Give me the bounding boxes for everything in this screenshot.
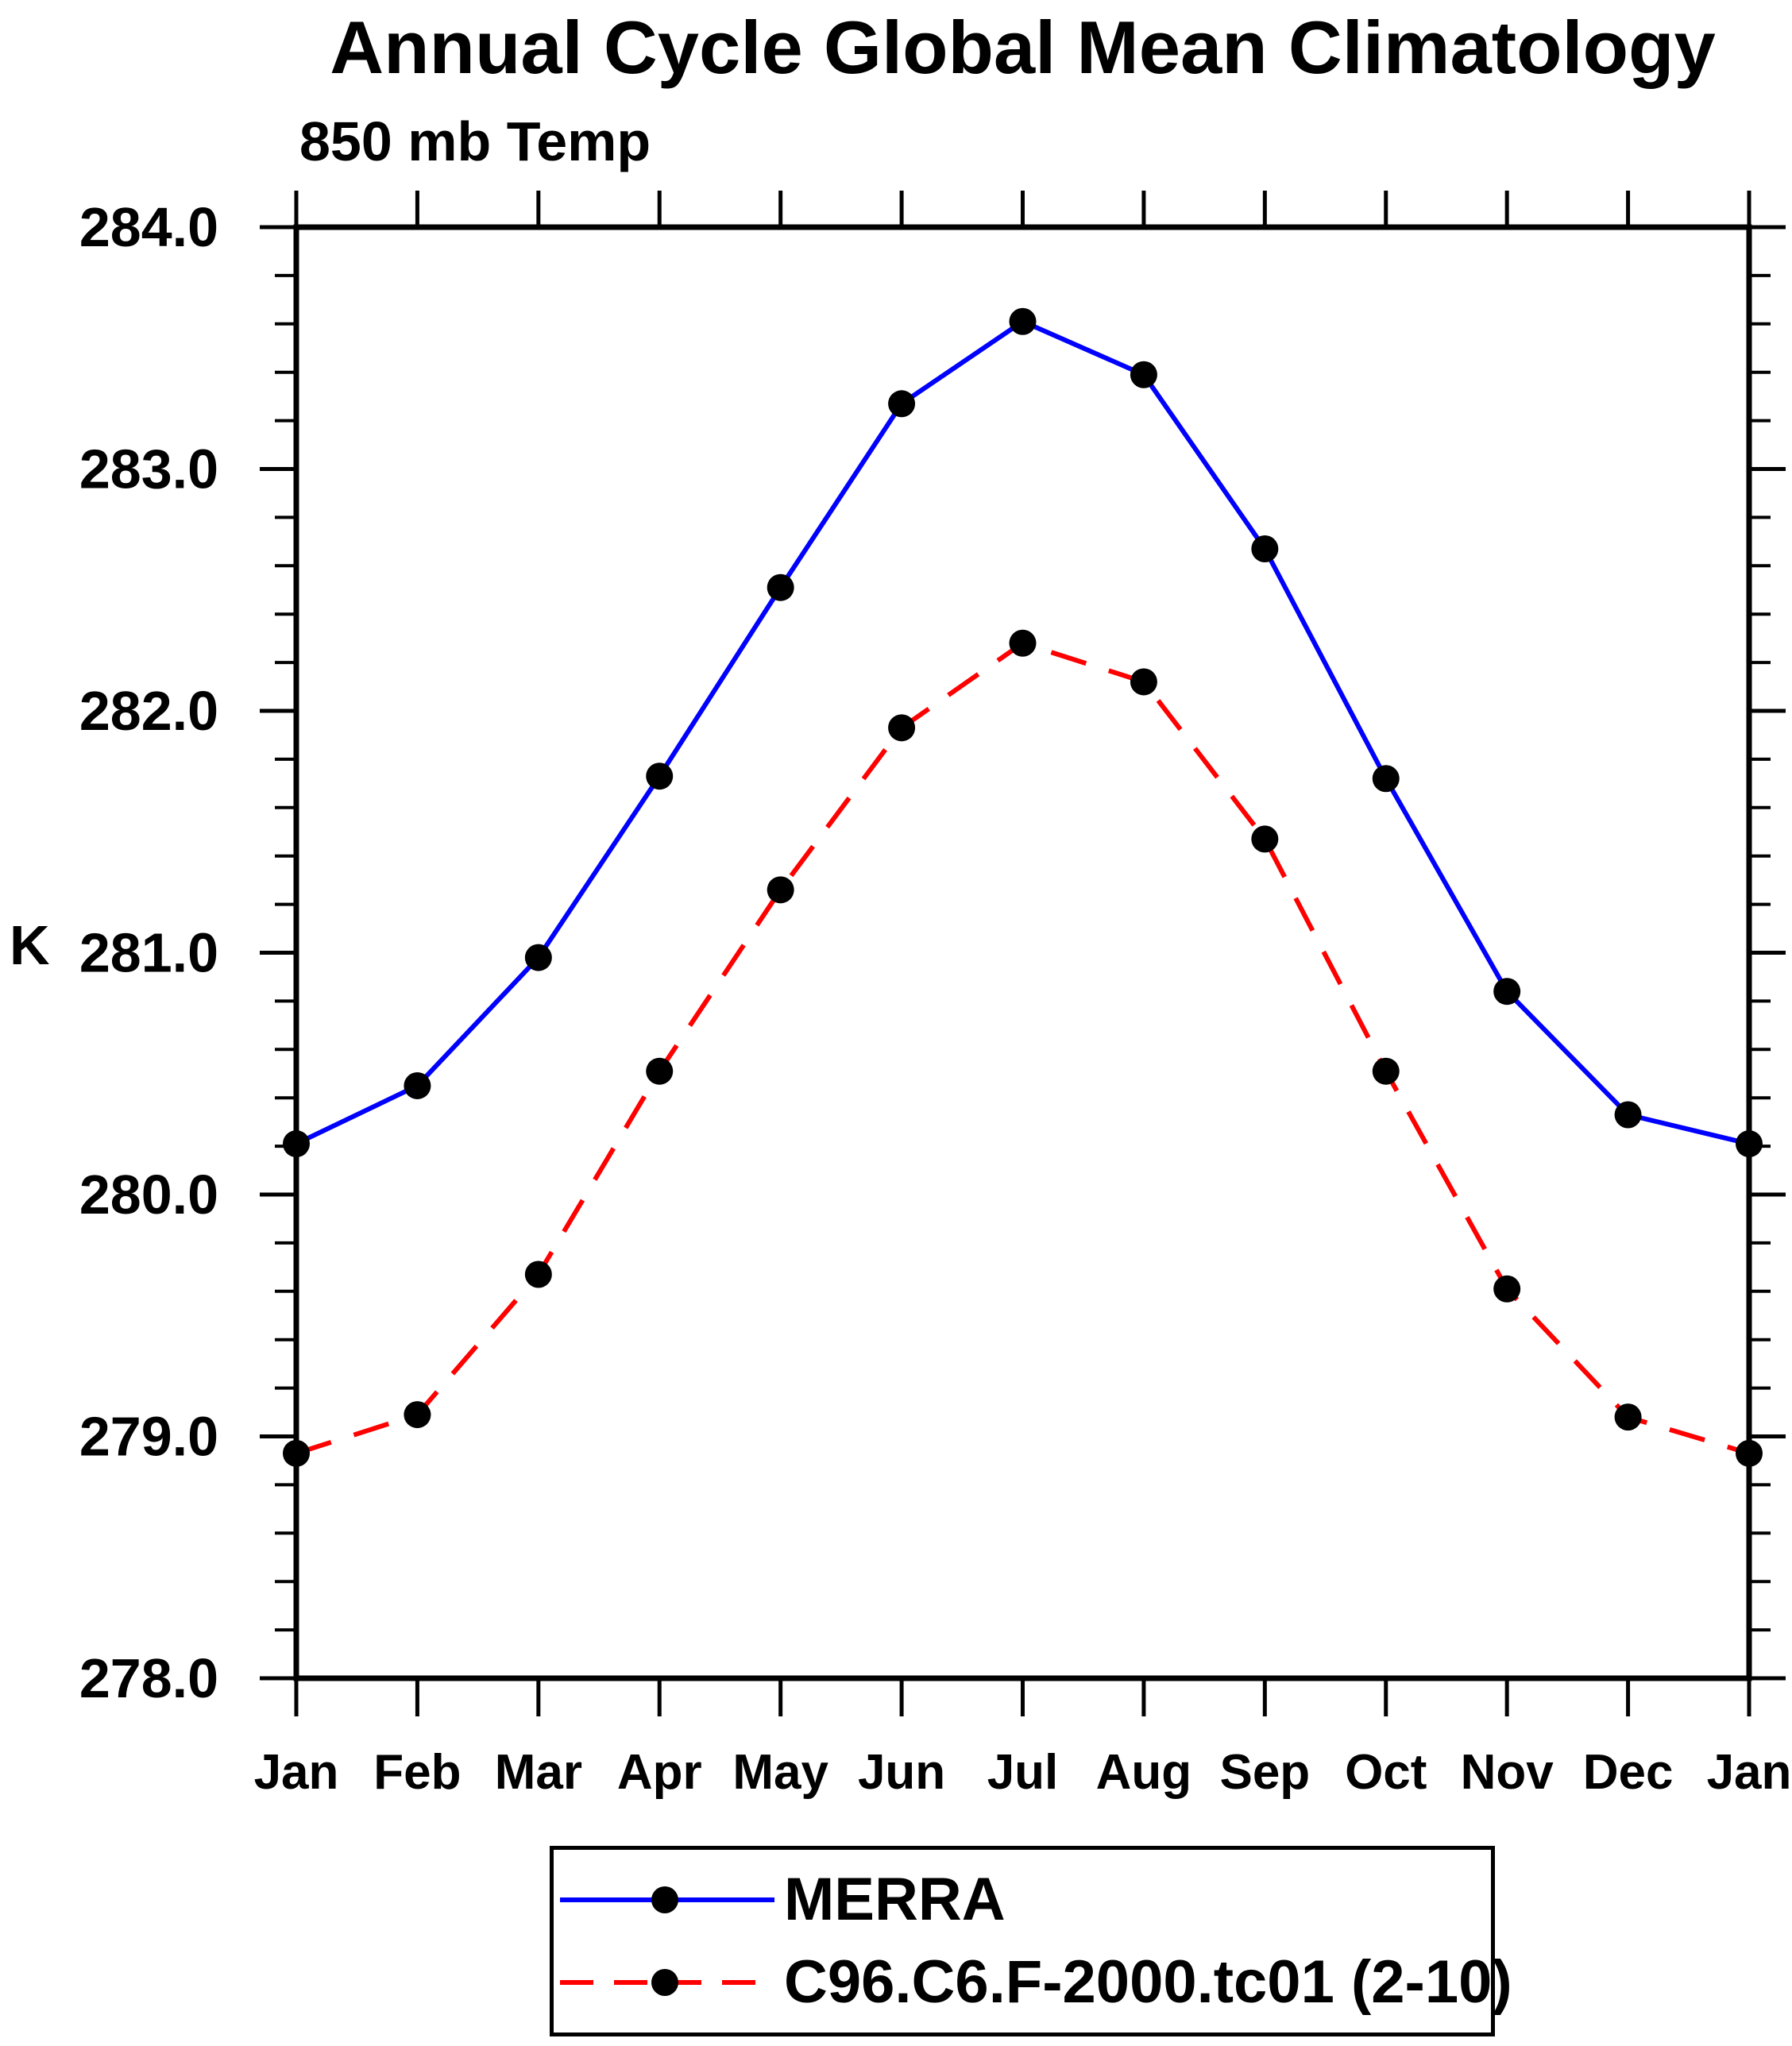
svg-text:278.0: 278.0 bbox=[79, 1647, 218, 1709]
y-axis-label: K bbox=[10, 914, 50, 976]
legend-item-c96: C96.C6.F-2000.tc01 (2-10) bbox=[560, 1951, 1512, 2014]
chart-subtitle: 850 mb Temp bbox=[299, 110, 651, 172]
svg-text:Jan: Jan bbox=[1707, 1745, 1792, 1800]
svg-text:Jun: Jun bbox=[858, 1745, 945, 1800]
svg-text:Sep: Sep bbox=[1219, 1745, 1310, 1800]
svg-text:May: May bbox=[732, 1745, 828, 1800]
svg-text:279.0: 279.0 bbox=[79, 1406, 218, 1468]
svg-text:284.0: 284.0 bbox=[79, 196, 218, 258]
svg-text:281.0: 281.0 bbox=[79, 922, 218, 984]
svg-text:283.0: 283.0 bbox=[79, 438, 218, 500]
svg-text:Mar: Mar bbox=[495, 1745, 582, 1800]
svg-text:Nov: Nov bbox=[1461, 1745, 1554, 1800]
svg-text:Jan: Jan bbox=[254, 1745, 339, 1800]
svg-text:282.0: 282.0 bbox=[79, 680, 218, 742]
legend-label-merra: MERRA bbox=[784, 1866, 1006, 1933]
svg-text:Feb: Feb bbox=[373, 1745, 461, 1800]
legend-label-c96: C96.C6.F-2000.tc01 (2-10) bbox=[784, 1948, 1512, 2016]
legend-swatch-c96-line bbox=[560, 1965, 774, 2000]
svg-text:Oct: Oct bbox=[1345, 1745, 1427, 1800]
legend-item-merra: MERRA bbox=[560, 1868, 1491, 1932]
svg-text:280.0: 280.0 bbox=[79, 1164, 218, 1226]
chart-title: Annual Cycle Global Mean Climatology bbox=[330, 6, 1716, 89]
svg-text:Jul: Jul bbox=[987, 1745, 1059, 1800]
svg-text:Dec: Dec bbox=[1583, 1745, 1674, 1800]
svg-text:Aug: Aug bbox=[1096, 1745, 1192, 1800]
svg-text:Apr: Apr bbox=[617, 1745, 702, 1800]
legend-box: MERRA C96.C6.F-2000.tc01 (2-10) bbox=[550, 1846, 1512, 2036]
legend-swatch-merra-line bbox=[560, 1882, 774, 1917]
